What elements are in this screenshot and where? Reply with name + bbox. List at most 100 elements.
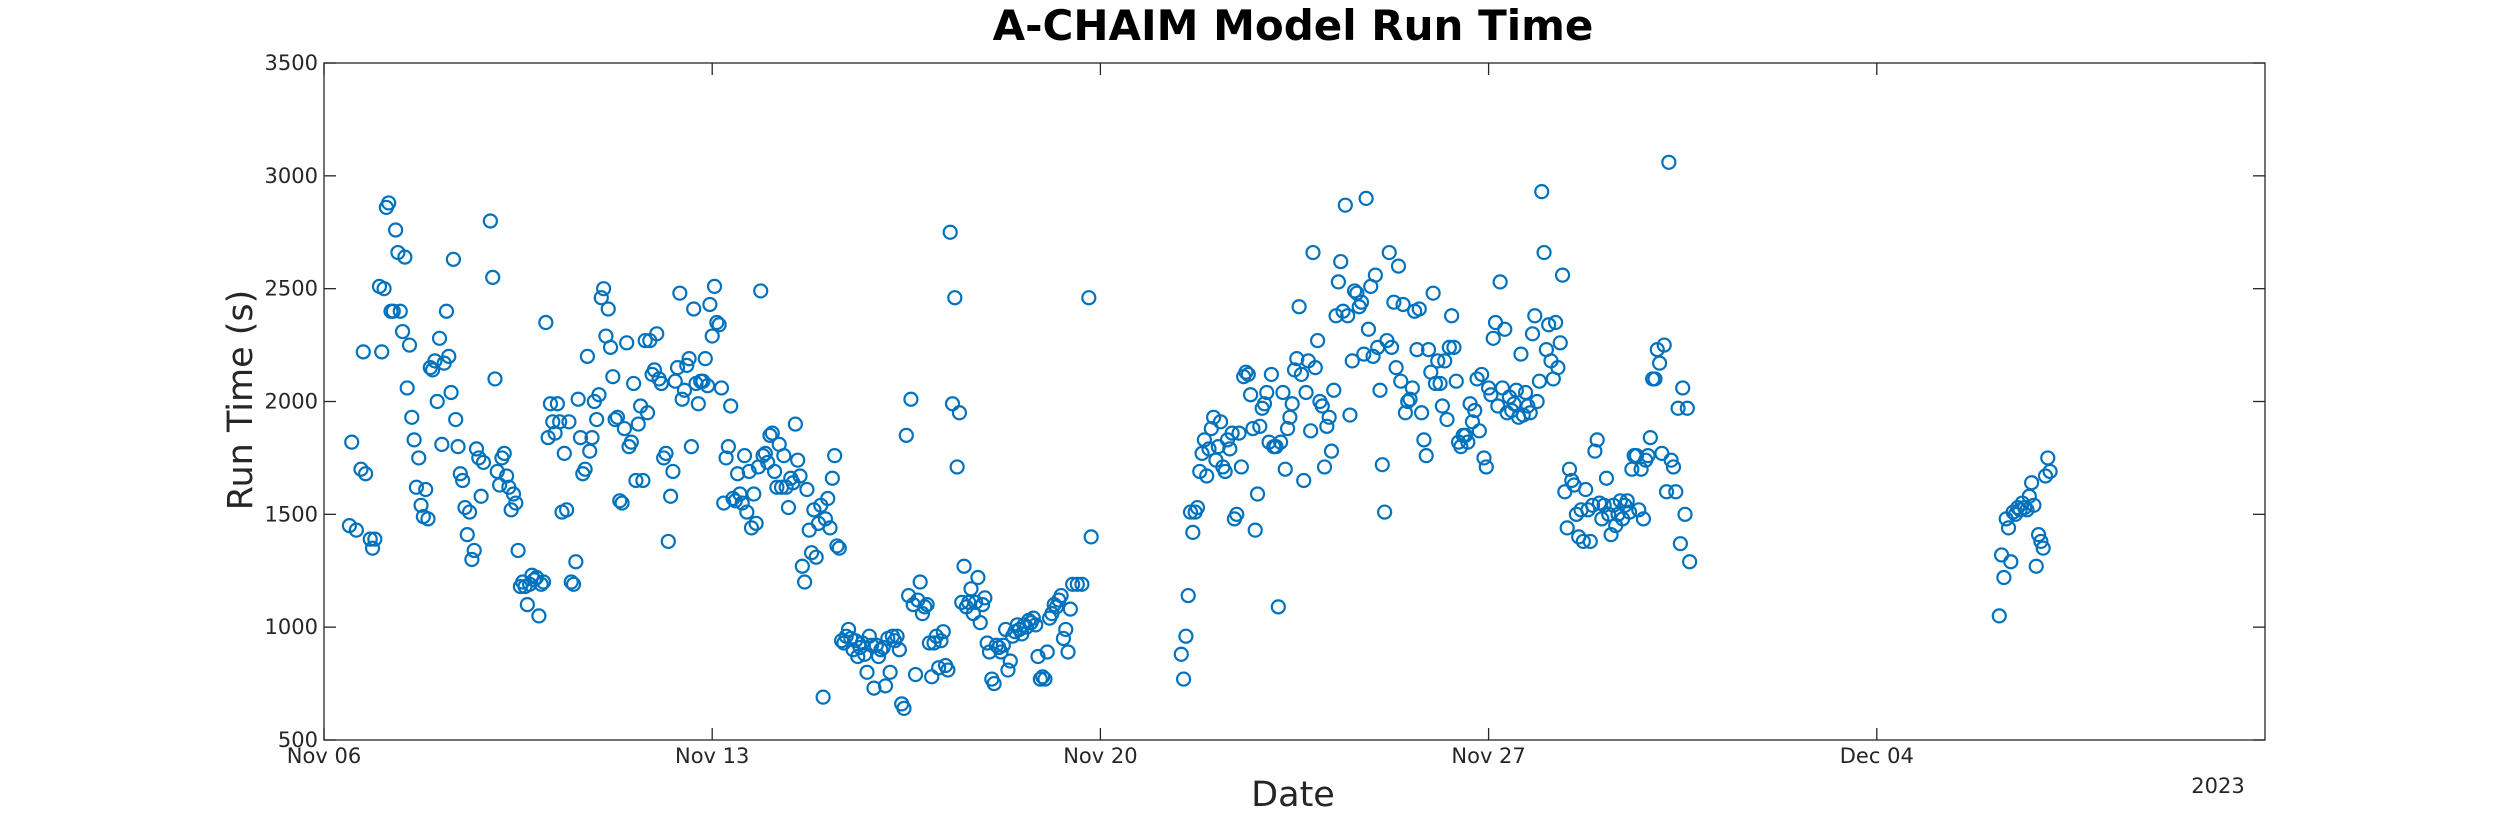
data-point (429, 393, 445, 410)
data-point (1030, 648, 1046, 665)
data-point (1996, 569, 2012, 586)
data-point (556, 445, 572, 462)
data-point (1508, 382, 1524, 398)
data-point (605, 369, 621, 385)
data-point (1333, 253, 1349, 270)
data-point (445, 251, 461, 267)
data-point (1656, 337, 1672, 353)
data-point (1675, 380, 1691, 396)
data-point (1240, 366, 1256, 383)
data-point (663, 488, 679, 504)
data-point (452, 466, 468, 482)
data-point (607, 411, 623, 428)
data-point (1386, 294, 1402, 310)
data-point (1437, 353, 1453, 369)
data-point (381, 195, 397, 211)
data-point (401, 337, 418, 353)
data-point (385, 303, 401, 319)
data-point (1277, 461, 1293, 477)
data-point (891, 642, 907, 658)
data-point (720, 439, 736, 455)
data-point (1457, 427, 1474, 443)
data-point (538, 314, 554, 331)
data-point (977, 590, 993, 606)
y-tick-label: 2500 (265, 277, 318, 301)
data-point (533, 576, 549, 592)
y-tick-label: 3500 (265, 51, 318, 75)
data-point (1559, 520, 1575, 536)
data-point (746, 486, 762, 502)
data-point (1580, 502, 1596, 518)
data-point (1444, 308, 1460, 324)
data-point (792, 468, 808, 484)
data-point (766, 463, 783, 480)
data-point (1273, 434, 1289, 450)
data-point (1367, 267, 1383, 283)
data-point (461, 504, 478, 520)
x-tick-label: Nov 13 (675, 744, 749, 768)
data-point (995, 637, 1011, 653)
data-point (1279, 420, 1296, 437)
data-point (1469, 371, 1485, 387)
data-point (875, 639, 891, 656)
data-point (1587, 443, 1603, 459)
data-point (736, 448, 753, 464)
data-point (468, 441, 485, 457)
data-point (510, 542, 526, 559)
data-point (2037, 468, 2054, 484)
data-point (827, 448, 843, 464)
data-point (1000, 662, 1016, 678)
data-point (870, 648, 887, 665)
data-point (718, 450, 734, 466)
data-point (1497, 321, 1513, 337)
data-point (986, 675, 1002, 692)
data-point (1212, 414, 1229, 430)
data-point (1658, 484, 1675, 500)
data-point (850, 648, 866, 665)
data-point (794, 558, 810, 574)
data-point (658, 445, 674, 462)
data-point (1598, 470, 1615, 486)
data-point (1242, 387, 1259, 403)
data-point (1372, 382, 1388, 398)
data-point (935, 624, 951, 640)
data-point (741, 463, 757, 480)
data-point (868, 637, 884, 653)
data-point (790, 452, 806, 468)
data-point (1619, 493, 1635, 509)
data-point (1245, 420, 1261, 437)
data-point (1374, 457, 1390, 473)
data-point (1418, 448, 1434, 464)
data-point (565, 576, 582, 592)
data-point (840, 621, 857, 638)
data-point (1323, 443, 1340, 459)
data-point (1471, 423, 1487, 439)
data-point (1531, 373, 1548, 389)
data-point (498, 468, 515, 484)
data-point (1578, 481, 1594, 498)
data-point (397, 249, 413, 265)
data-point (1395, 296, 1411, 313)
data-point (674, 391, 690, 407)
data-point (903, 391, 919, 407)
data-point (1663, 452, 1679, 468)
data-point (1513, 346, 1529, 362)
data-point (1291, 299, 1307, 315)
data-point (1346, 283, 1363, 299)
data-point (2010, 499, 2026, 516)
x-axis: Nov 06 Nov 13 Nov 20 Nov 27 Dec 04 (287, 63, 1914, 768)
data-point (1633, 461, 1649, 477)
data-point (993, 644, 1009, 660)
data-point (1589, 432, 1605, 448)
data-point (376, 281, 392, 297)
data-point (901, 587, 917, 604)
data-point (630, 416, 646, 432)
data-point (1284, 396, 1300, 412)
data-point (1175, 671, 1192, 687)
data-point (1233, 459, 1249, 475)
data-point (972, 615, 988, 631)
data-point (1409, 341, 1425, 358)
data-point (425, 362, 441, 378)
data-point (1055, 630, 1072, 647)
data-point (595, 281, 612, 297)
